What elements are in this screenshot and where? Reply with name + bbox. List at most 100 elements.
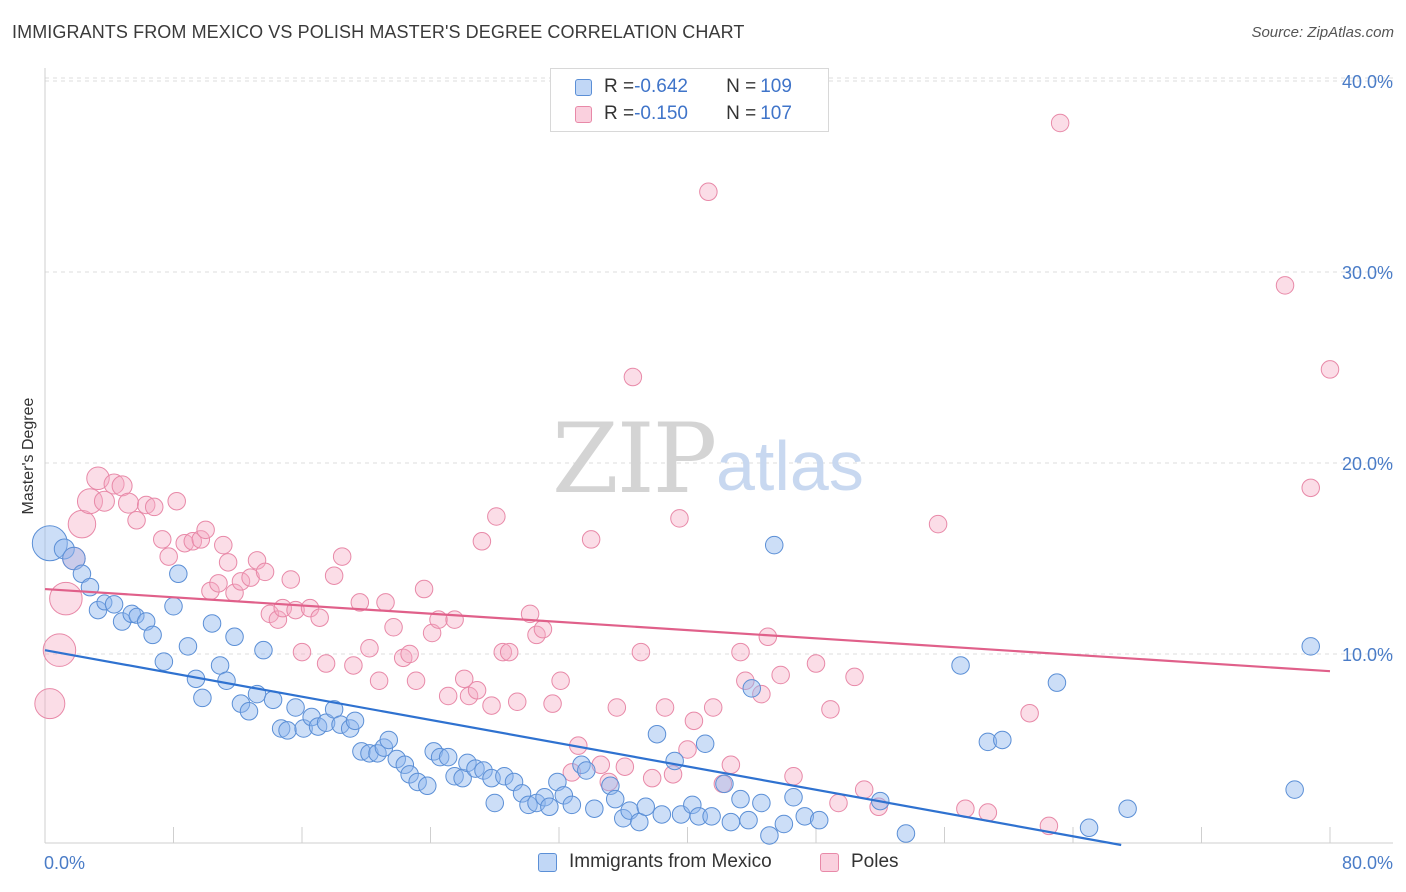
watermark-atlas: atlas	[716, 427, 864, 505]
data-point	[136, 495, 156, 515]
data-point	[512, 784, 532, 803]
data-point	[774, 814, 794, 834]
data-point	[175, 533, 194, 553]
data-point	[572, 755, 591, 775]
legend-r-value: -0.150	[634, 103, 688, 124]
data-point	[202, 614, 222, 633]
data-point	[93, 490, 115, 512]
data-point	[324, 566, 344, 585]
watermark-zip: ZIP	[552, 403, 715, 515]
data-point	[31, 525, 68, 562]
data-point	[591, 755, 611, 775]
data-point	[499, 642, 519, 662]
data-point	[507, 692, 527, 711]
data-point	[581, 530, 601, 549]
data-point	[239, 702, 259, 721]
data-point	[128, 607, 145, 624]
data-point	[445, 610, 464, 629]
data-point	[183, 532, 203, 551]
data-point	[739, 810, 758, 830]
data-point	[408, 772, 427, 792]
legend-row-mexico: R = -0.642 N = 109	[575, 75, 792, 99]
data-point	[636, 797, 655, 817]
data-point	[369, 671, 389, 690]
data-point	[53, 538, 75, 560]
data-point	[551, 671, 570, 690]
data-point	[1285, 780, 1304, 799]
y-tick-label: 20.0%	[1342, 454, 1393, 474]
data-point	[316, 654, 336, 673]
data-point	[896, 824, 916, 843]
data-point	[752, 684, 771, 704]
data-point	[1118, 799, 1137, 818]
data-point	[127, 511, 146, 530]
data-point	[376, 593, 395, 612]
data-point	[951, 656, 970, 675]
data-point	[302, 707, 321, 727]
data-point	[254, 640, 273, 660]
legend-r-value: -0.642	[634, 76, 688, 97]
data-point	[721, 755, 741, 775]
data-point	[400, 644, 419, 664]
y-tick-label: 10.0%	[1342, 645, 1393, 665]
data-point	[623, 367, 643, 387]
data-point	[520, 604, 540, 624]
bottom-legend-label-mexico: Immigrants from Mexico	[569, 851, 772, 872]
data-point	[164, 597, 183, 616]
data-point	[806, 654, 826, 673]
data-point	[218, 553, 238, 572]
data-point	[731, 789, 750, 809]
data-point	[795, 807, 815, 826]
data-point	[154, 652, 174, 671]
data-point	[543, 694, 562, 713]
data-point	[1079, 818, 1099, 838]
y-tick-label: 30.0%	[1342, 263, 1393, 283]
data-point	[225, 627, 244, 647]
data-point	[647, 724, 667, 744]
legend-r-label: R =	[604, 76, 635, 97]
trend-line-mexico	[44, 649, 1122, 847]
source-label: Source: ZipAtlas.com	[1251, 24, 1394, 41]
data-point	[721, 812, 741, 832]
data-point	[829, 793, 848, 813]
data-point	[607, 698, 627, 717]
bottom-legend-swatch-mexico	[538, 852, 557, 872]
data-point	[286, 698, 305, 717]
data-point	[332, 547, 352, 566]
data-point	[760, 826, 779, 845]
data-point	[695, 734, 715, 754]
data-point	[345, 711, 365, 731]
data-point	[684, 711, 704, 731]
data-point	[196, 520, 215, 540]
data-point	[96, 594, 113, 611]
y-tick-labels: 10.0% 20.0% 30.0% 40.0%	[1342, 72, 1393, 665]
data-point	[241, 568, 260, 587]
data-point	[845, 667, 864, 687]
data-point	[104, 595, 124, 614]
legend-swatch-poles	[575, 105, 592, 123]
data-point	[418, 776, 437, 796]
data-point	[771, 665, 790, 685]
watermark: ZIP atlas	[552, 403, 864, 515]
data-point	[159, 547, 178, 566]
data-point	[485, 793, 504, 813]
data-point	[255, 562, 275, 582]
data-point	[467, 681, 487, 700]
legend-n-value: 109	[760, 76, 792, 97]
data-point	[1301, 637, 1320, 656]
bottom-legend-poles: Poles	[820, 851, 899, 873]
axes	[44, 68, 1393, 844]
data-point	[742, 679, 761, 698]
data-point	[268, 610, 288, 629]
data-point	[715, 774, 734, 794]
x-tick-label-max: 80.0%	[1342, 853, 1393, 873]
data-point	[752, 793, 771, 813]
data-point	[758, 627, 778, 647]
chart-title: IMMIGRANTS FROM MEXICO VS POLISH MASTER'…	[12, 22, 745, 42]
data-point	[519, 795, 538, 815]
data-point	[300, 598, 320, 618]
legend-n-label: N =	[726, 76, 757, 97]
data-point	[731, 642, 750, 662]
data-point	[928, 514, 948, 534]
